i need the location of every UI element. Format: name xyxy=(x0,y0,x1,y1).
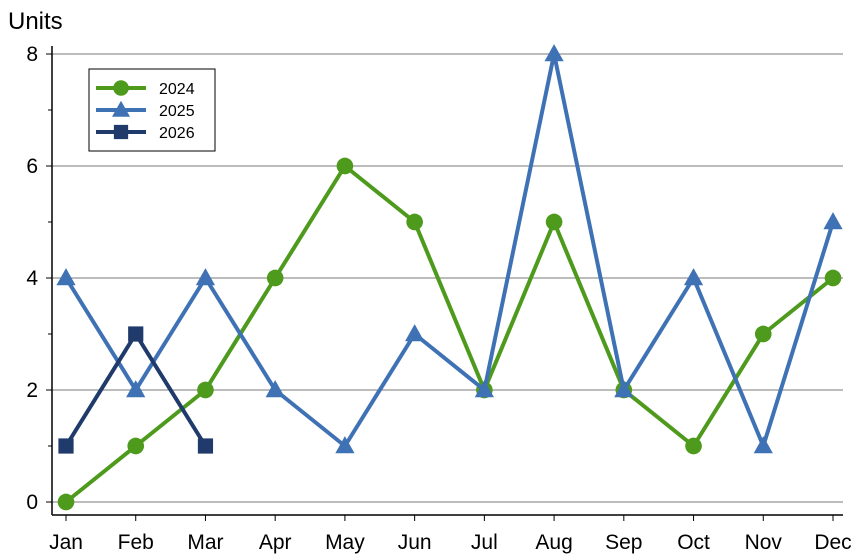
grid-lines xyxy=(52,53,843,503)
x-tick-label: Oct xyxy=(677,531,710,554)
legend-marker-2026 xyxy=(113,124,129,140)
point-2026-Mar xyxy=(197,438,214,454)
point-2024-Jan xyxy=(57,493,75,511)
x-tick-label: Feb xyxy=(118,531,154,554)
legend-label-2025: 2025 xyxy=(159,103,195,120)
point-2025-Sep xyxy=(614,380,634,398)
point-2024-Dec xyxy=(824,269,842,287)
y-tick-label: 6 xyxy=(26,155,38,178)
point-2025-Dec xyxy=(823,212,843,230)
point-2025-May xyxy=(335,436,355,454)
series-2026 xyxy=(58,326,214,454)
point-2025-Jul xyxy=(474,380,494,398)
y-tick-label: 8 xyxy=(26,43,38,66)
point-2024-Aug xyxy=(545,213,563,231)
x-tick-label: May xyxy=(325,531,365,554)
x-tick-label: Jan xyxy=(49,531,83,554)
x-tick-label: Dec xyxy=(814,531,851,554)
legend-label-2024: 2024 xyxy=(159,81,195,98)
legend: 2024 2025 2026 xyxy=(88,68,216,152)
y-tick-label: 4 xyxy=(26,267,38,290)
y-tick-label: 0 xyxy=(26,491,38,514)
legend-label-2026: 2026 xyxy=(159,125,195,142)
x-ticks: Jan Feb Mar Apr May Jun Jul Aug Sep Oct Nov Dec xyxy=(49,515,852,554)
y-tick-label: 2 xyxy=(26,379,38,402)
x-tick-label: Jun xyxy=(398,531,432,554)
x-tick-label: Sep xyxy=(605,531,642,554)
x-tick-label: Jul xyxy=(471,531,498,554)
x-tick-label: Apr xyxy=(259,531,292,554)
point-2025-Jun xyxy=(405,324,425,342)
point-2024-Apr xyxy=(266,269,284,287)
axes xyxy=(51,46,843,516)
point-2026-Jan xyxy=(58,438,74,454)
series-group xyxy=(56,44,843,511)
x-tick-label: Nov xyxy=(745,531,783,554)
point-2025-Apr xyxy=(265,380,285,398)
x-tick-label: Mar xyxy=(187,531,223,554)
point-2025-Jan xyxy=(56,268,76,286)
y-ticks: 0 2 4 6 8 xyxy=(26,43,52,514)
point-2024-May xyxy=(336,157,354,175)
legend-marker-2024 xyxy=(113,80,129,96)
y-axis-label: Units xyxy=(8,8,63,35)
point-2025-Mar xyxy=(195,268,216,286)
point-2025-Aug xyxy=(544,44,564,62)
point-2024-Nov xyxy=(754,325,772,343)
point-2024-Oct xyxy=(685,437,702,455)
x-tick-label: Aug xyxy=(535,531,572,554)
point-2024-Jun xyxy=(406,213,423,231)
series-line-2025 xyxy=(64,52,835,448)
point-2024-Feb xyxy=(127,437,145,455)
point-2025-Feb xyxy=(126,380,146,398)
point-2025-Nov xyxy=(753,436,773,454)
series-2024 xyxy=(57,157,842,511)
point-2024-Mar xyxy=(197,381,214,399)
legend-marker-2025 xyxy=(112,100,130,117)
point-2026-Feb xyxy=(128,326,144,342)
series-2025 xyxy=(56,44,843,454)
point-2025-Oct xyxy=(683,268,704,286)
series-line-2024 xyxy=(64,164,835,504)
